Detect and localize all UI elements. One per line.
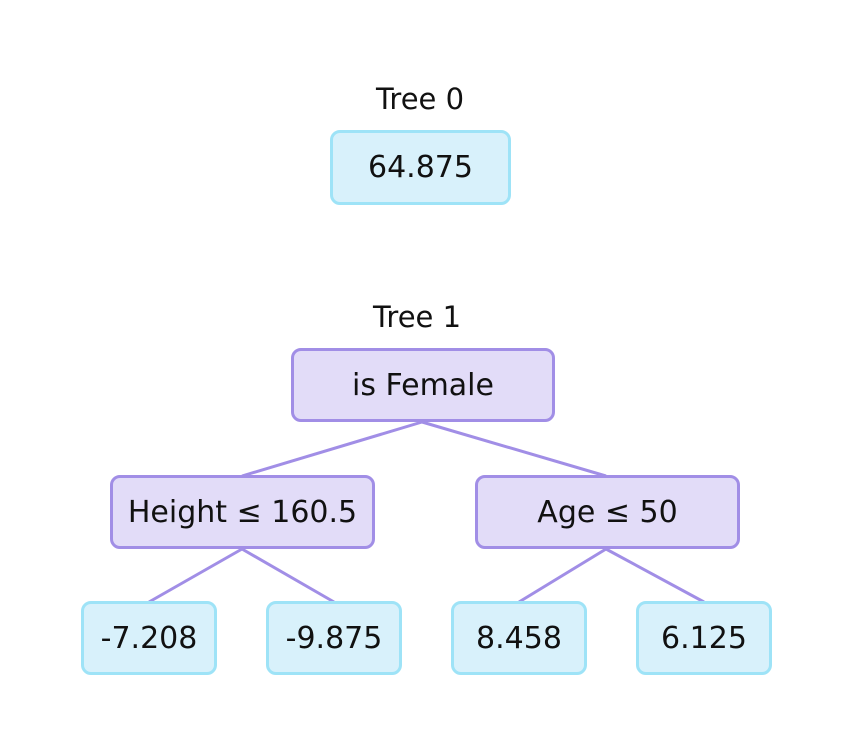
root-split-label: is Female bbox=[352, 367, 494, 403]
tree-1-leaf-node-1: -7.208 bbox=[81, 601, 217, 675]
edge-age-to-leaf-4 bbox=[605, 547, 705, 604]
right-split-label: Age ≤ 50 bbox=[537, 494, 678, 530]
tree-1-title: Tree 1 bbox=[372, 300, 462, 334]
tree-1-right-split-node: Age ≤ 50 bbox=[475, 475, 740, 549]
edge-root-to-height bbox=[241, 420, 423, 478]
tree-0-leaf-value: 64.875 bbox=[368, 150, 473, 185]
tree-1-leaf-node-3: 8.458 bbox=[451, 601, 587, 675]
leaf-value-1: -7.208 bbox=[100, 620, 198, 656]
tree-1-left-split-node: Height ≤ 160.5 bbox=[110, 475, 375, 549]
tree-0-title: Tree 0 bbox=[375, 82, 465, 116]
left-split-label: Height ≤ 160.5 bbox=[127, 494, 358, 530]
tree-1-root-split-node: is Female bbox=[291, 348, 555, 422]
tree-1-leaf-node-2: -9.875 bbox=[266, 601, 402, 675]
edge-height-to-leaf-1 bbox=[148, 547, 243, 604]
tree-0-leaf-node: 64.875 bbox=[330, 130, 511, 205]
edge-root-to-age bbox=[421, 420, 607, 478]
leaf-value-2: -9.875 bbox=[285, 620, 383, 656]
tree-1-leaf-node-4: 6.125 bbox=[636, 601, 772, 675]
leaf-value-4: 6.125 bbox=[661, 620, 747, 656]
leaf-value-3: 8.458 bbox=[476, 620, 562, 656]
edge-height-to-leaf-2 bbox=[241, 547, 335, 604]
edge-age-to-leaf-3 bbox=[518, 547, 607, 604]
